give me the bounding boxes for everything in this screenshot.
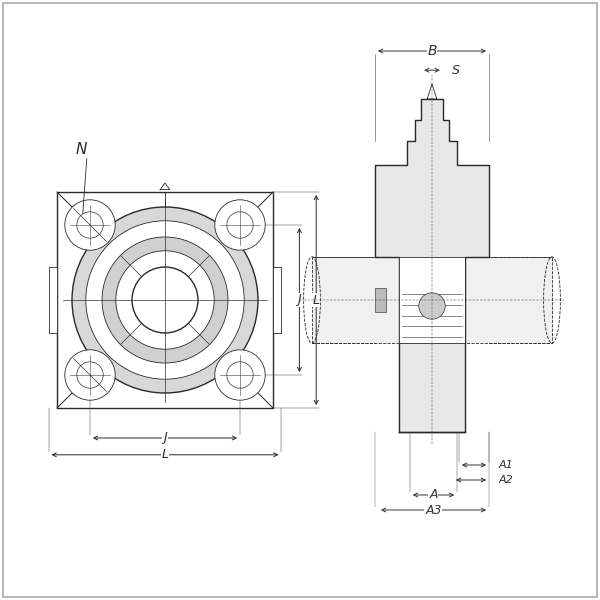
- Bar: [375, 288, 386, 312]
- Circle shape: [65, 350, 115, 400]
- Bar: [312, 257, 552, 343]
- Text: B: B: [427, 44, 437, 58]
- Text: J: J: [298, 293, 301, 307]
- Text: A3: A3: [425, 503, 442, 517]
- Circle shape: [77, 212, 103, 238]
- Bar: [273, 267, 281, 333]
- Text: L: L: [313, 293, 320, 307]
- Circle shape: [215, 200, 265, 250]
- Text: A2: A2: [499, 475, 513, 485]
- Circle shape: [116, 251, 214, 349]
- Circle shape: [215, 350, 265, 400]
- Circle shape: [227, 212, 253, 238]
- Circle shape: [227, 362, 253, 388]
- Text: A: A: [429, 488, 438, 502]
- Circle shape: [77, 362, 103, 388]
- Text: S: S: [452, 64, 460, 77]
- Bar: [49, 267, 57, 333]
- Circle shape: [86, 221, 244, 379]
- Text: A1: A1: [499, 460, 513, 470]
- Circle shape: [102, 237, 228, 363]
- Text: L: L: [161, 448, 169, 461]
- Polygon shape: [375, 99, 489, 432]
- Circle shape: [65, 200, 115, 250]
- Bar: [57, 192, 273, 408]
- Text: N: N: [76, 142, 86, 157]
- Circle shape: [72, 207, 258, 393]
- Bar: [399, 257, 465, 343]
- Circle shape: [132, 267, 198, 333]
- Circle shape: [419, 293, 445, 319]
- Text: J: J: [163, 431, 167, 445]
